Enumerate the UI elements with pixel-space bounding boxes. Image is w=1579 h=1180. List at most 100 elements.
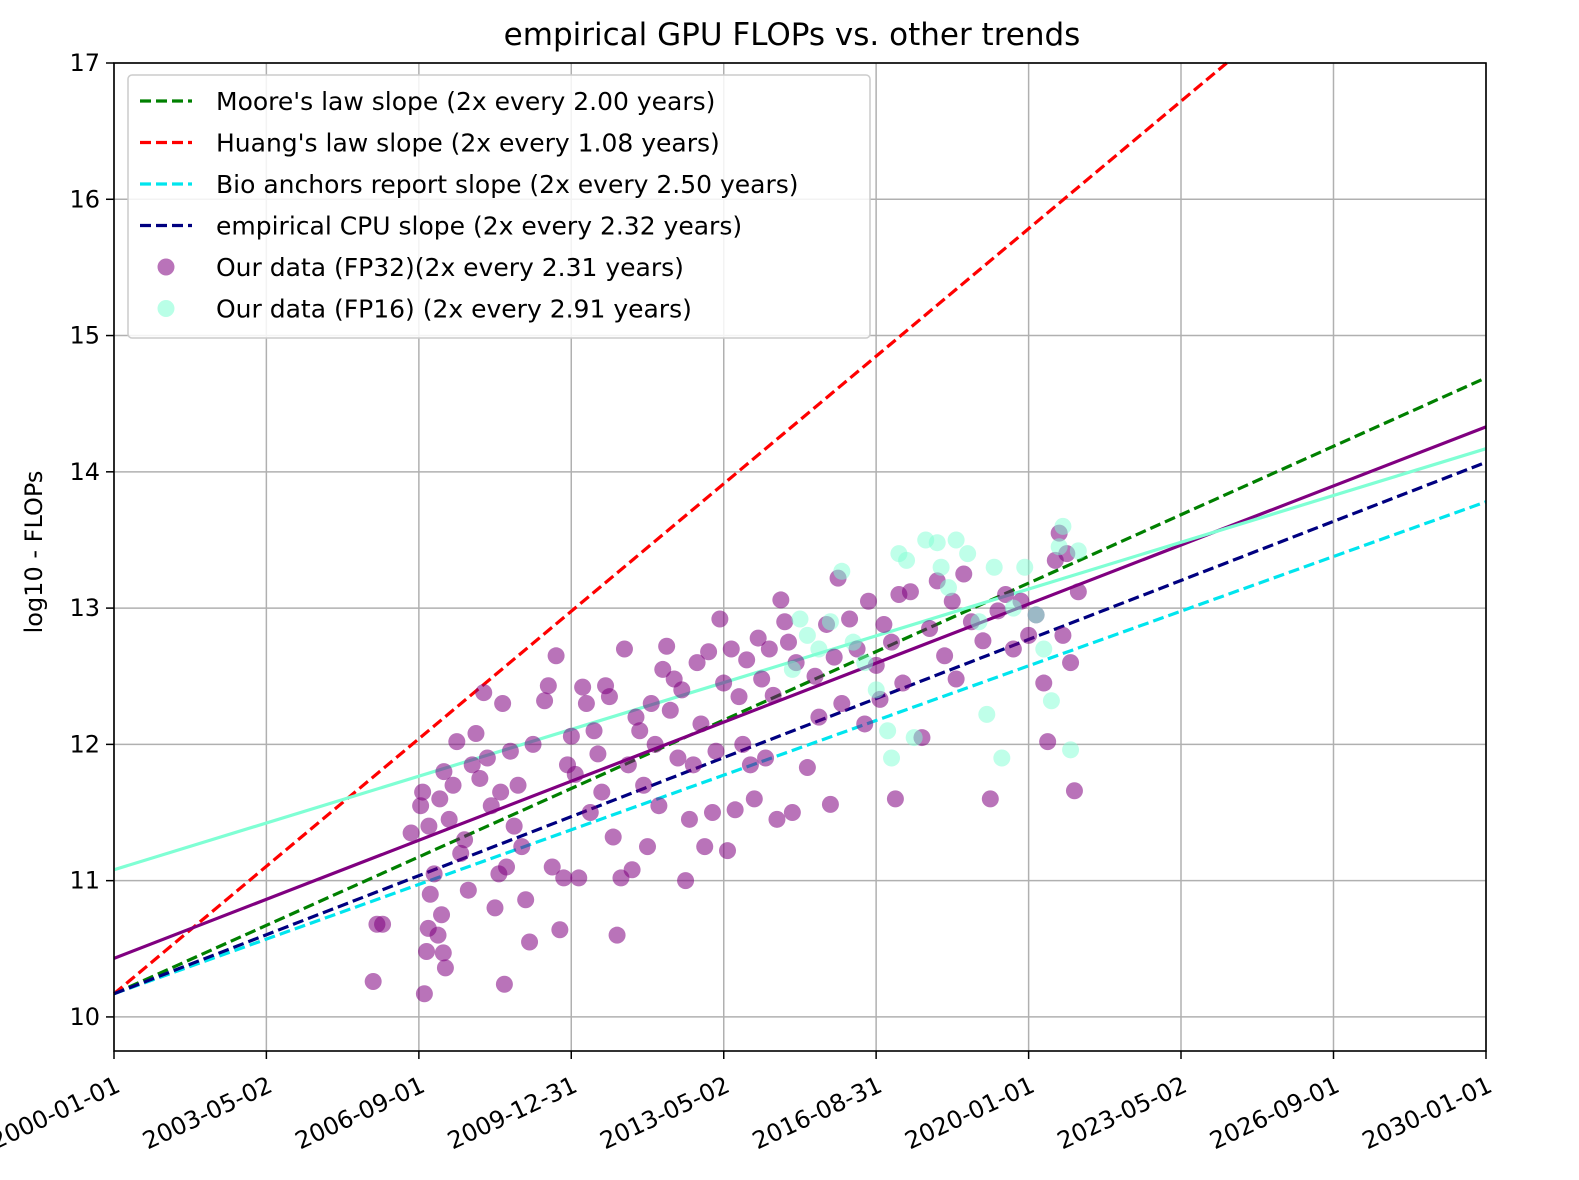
fp32-point — [741, 756, 759, 774]
fp16-point — [1042, 692, 1060, 710]
fp16-point — [1027, 606, 1045, 624]
fp16-point — [959, 545, 977, 563]
fp32-point — [495, 975, 513, 993]
fp32-point — [901, 583, 919, 601]
fp32-point — [521, 933, 539, 951]
fp32-point — [833, 694, 851, 712]
scatter-points — [364, 517, 1087, 1003]
fp16-point — [1016, 558, 1034, 576]
fp32-point — [547, 647, 565, 665]
fp32-point — [981, 790, 999, 808]
fp16-point — [947, 531, 965, 549]
legend-label: Bio anchors report slope (2x every 2.50 … — [216, 170, 799, 199]
fp32-point — [456, 831, 474, 849]
fp32-point — [772, 591, 790, 609]
fp32-point — [856, 715, 874, 733]
fp32-point — [798, 759, 816, 777]
fp32-point — [638, 838, 656, 856]
fp32-point — [673, 681, 691, 699]
fp32-point — [738, 651, 756, 669]
fp32-point — [448, 733, 466, 751]
x-tick-label: 2009-12-31 — [443, 1071, 581, 1155]
fp32-point — [513, 838, 531, 856]
legend-marker — [157, 300, 175, 317]
fp32-point — [562, 727, 580, 745]
legend: Moore's law slope (2x every 2.00 years) H… — [127, 74, 871, 339]
fp32-point — [825, 648, 843, 666]
fp32-point — [734, 735, 752, 753]
fp32-point — [715, 674, 733, 692]
fp16-point — [791, 610, 809, 628]
fp32-point — [661, 701, 679, 719]
fp32-point — [997, 585, 1015, 603]
fp32-point — [429, 926, 447, 944]
fp32-point — [1035, 674, 1053, 692]
fp32-point — [1065, 782, 1083, 800]
fp32-point — [696, 838, 714, 856]
fp16-point — [1069, 542, 1087, 560]
fp32-point — [482, 797, 500, 815]
fp32-point — [463, 756, 481, 774]
fp16-point — [905, 729, 923, 747]
fp32-point — [444, 776, 462, 794]
dashed-trend-line — [113, 376, 1487, 996]
fp32-point — [498, 858, 516, 876]
x-tick-label: 2016-08-31 — [748, 1071, 886, 1155]
y-tick-label: 13 — [69, 594, 100, 622]
x-tick-label: 2020-01-01 — [901, 1071, 1039, 1155]
plot-frame — [113, 62, 1487, 1052]
x-tick-label: 2003-05-02 — [138, 1071, 276, 1155]
legend-label: Our data (FP32)(2x every 2.31 years) — [216, 253, 684, 282]
fp32-point — [574, 678, 592, 696]
fp32-point — [471, 769, 489, 787]
fp32-point — [749, 629, 767, 647]
fp32-point — [425, 865, 443, 883]
x-tick-label: 2023-05-02 — [1053, 1071, 1191, 1155]
y-tick-label: 12 — [69, 730, 100, 758]
fp32-point — [459, 881, 477, 899]
fp16-point — [932, 558, 950, 576]
fp32-point — [364, 972, 382, 990]
fp32-point — [974, 632, 992, 650]
fp16-point — [833, 562, 851, 580]
fp32-point — [677, 872, 695, 890]
fp32-point — [421, 885, 439, 903]
fp32-point — [467, 724, 485, 742]
x-tick-label: 2026-09-01 — [1205, 1071, 1343, 1155]
fp32-point — [600, 688, 618, 706]
fp32-point — [650, 797, 668, 815]
fp16-point — [867, 681, 885, 699]
fp32-point — [415, 985, 433, 1003]
fp16-point — [844, 633, 862, 651]
fp32-point — [623, 861, 641, 879]
y-tick-label: 10 — [69, 1003, 100, 1031]
fp32-point — [684, 756, 702, 774]
fp32-point — [440, 810, 458, 828]
x-tick-label: 2013-05-02 — [596, 1071, 734, 1155]
fp16-point — [798, 626, 816, 644]
fp32-point — [1054, 626, 1072, 644]
fp32-point — [478, 749, 496, 767]
fp32-point — [730, 688, 748, 706]
fp32-point — [505, 817, 523, 835]
fp32-point — [707, 742, 725, 760]
fp32-point — [581, 804, 599, 822]
fp32-point — [886, 790, 904, 808]
fp32-point — [486, 899, 504, 917]
fp32-point — [635, 776, 653, 794]
fp16-point — [1050, 538, 1068, 556]
legend-label: Huang's law slope (2x every 1.08 years) — [216, 129, 720, 158]
fp32-point — [841, 610, 859, 628]
fp16-point — [928, 534, 946, 552]
fp32-point — [810, 708, 828, 726]
fp32-point — [700, 643, 718, 661]
fit-line — [113, 425, 1487, 960]
fp32-point — [722, 640, 740, 658]
fp16-point — [978, 705, 996, 723]
trend-lines — [112, 61, 1487, 996]
fp16-point — [1035, 640, 1053, 658]
fp32-point — [589, 745, 607, 763]
fp32-point — [806, 667, 824, 685]
y-tick-label: 16 — [69, 185, 100, 213]
